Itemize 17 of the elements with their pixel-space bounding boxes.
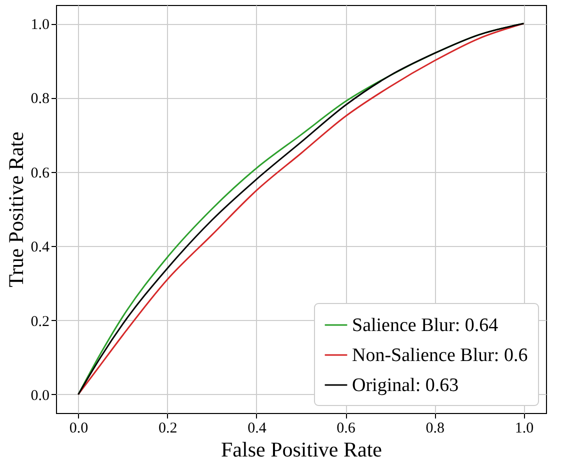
y-tick-label: 1.0 [30,17,50,34]
x-tick-label: 0.4 [248,420,267,436]
x-tick-label: 0.2 [158,420,178,436]
y-tick-label: 0.0 [30,388,50,404]
x-tick-label: 0.6 [336,420,356,436]
x-axis-title: False Positive Rate [221,438,382,462]
y-tick-label: 0.4 [30,240,50,256]
y-axis-title: True Positive Rate [4,132,28,288]
legend-label: Non-Salience Blur: 0.6 [352,345,528,366]
y-tick-label: 0.6 [30,165,50,182]
legend-label: Original: 0.63 [352,375,459,396]
x-tick-label: 1.0 [514,420,534,436]
legend-label: Salience Blur: 0.64 [352,315,499,336]
y-tick-label: 0.8 [30,91,50,108]
y-tick-label: 0.2 [30,314,50,330]
x-tick-label: 0.8 [426,420,445,436]
x-tick-label: 0.0 [69,420,88,436]
